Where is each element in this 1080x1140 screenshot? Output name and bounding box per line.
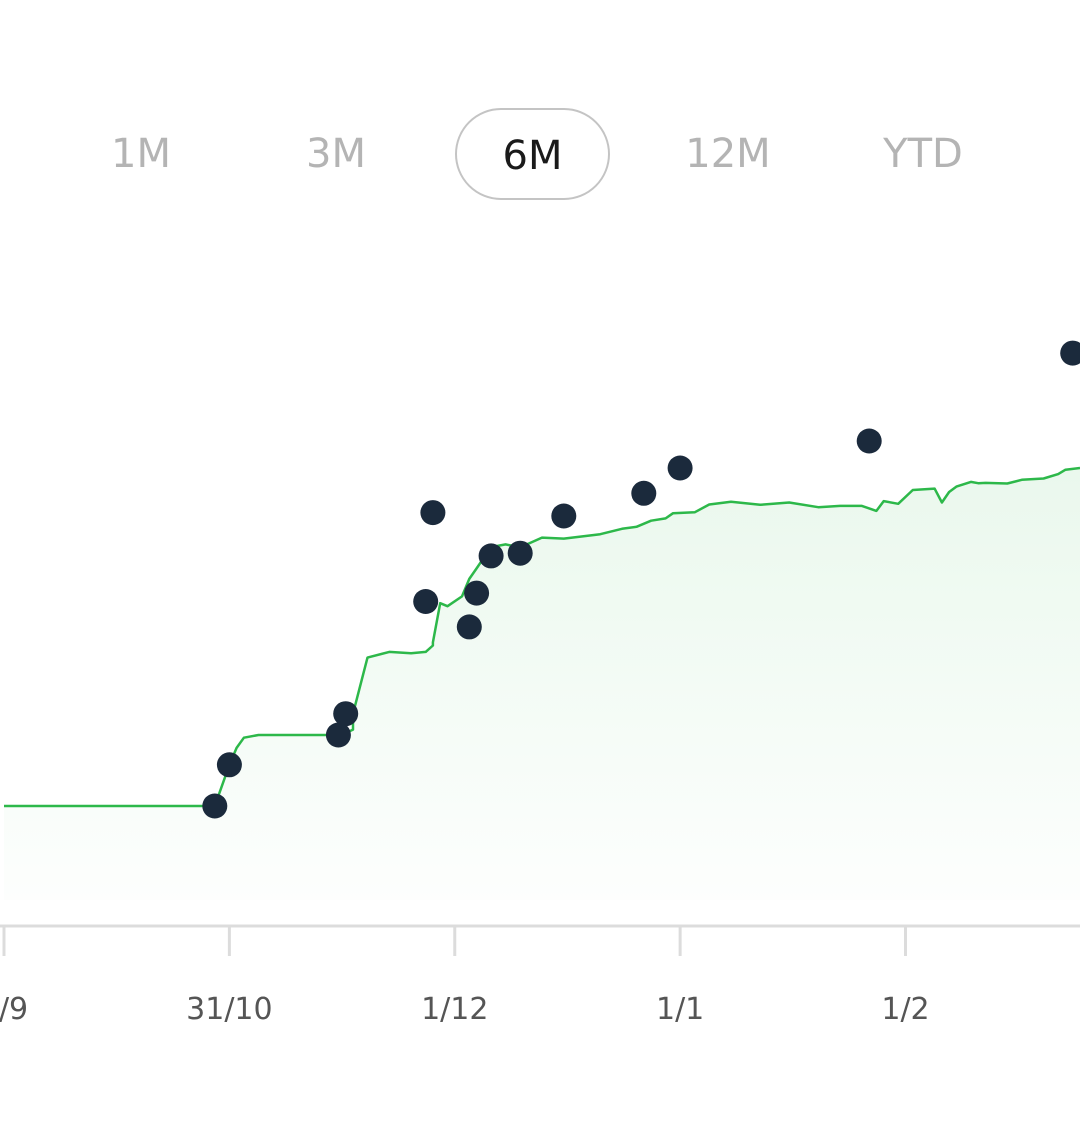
range-tab-6m[interactable]: 6M <box>455 108 610 200</box>
range-selector: 1M 3M 6M 12M YTD <box>0 108 1080 200</box>
marked-point[interactable] <box>333 701 359 727</box>
x-tick-label: 1/1 <box>656 992 704 1027</box>
marked-point[interactable] <box>216 752 242 778</box>
marked-point[interactable] <box>464 580 490 606</box>
marked-point[interactable] <box>667 455 693 481</box>
marked-point[interactable] <box>1060 340 1080 366</box>
range-tab-3m[interactable]: 3M <box>306 131 366 177</box>
marked-point[interactable] <box>413 589 439 614</box>
x-axis-ticks: 0/9 31/10 1/12 1/1 1/2 <box>0 926 930 1027</box>
x-tick-label: 31/10 <box>186 992 272 1027</box>
series-area <box>4 468 1080 900</box>
x-tick-label: 0/9 <box>0 992 28 1027</box>
marked-point[interactable] <box>420 500 446 526</box>
x-tick-label: 1/2 <box>881 992 929 1027</box>
marked-point[interactable] <box>551 503 577 529</box>
marked-point[interactable] <box>456 614 482 640</box>
range-tab-1m[interactable]: 1M <box>111 131 171 177</box>
marked-point[interactable] <box>202 793 228 819</box>
marked-point[interactable] <box>325 722 351 748</box>
x-tick-label: 1/12 <box>421 992 488 1027</box>
marked-point[interactable] <box>507 540 533 566</box>
marked-point[interactable] <box>631 480 657 506</box>
series-line <box>4 466 1080 808</box>
marked-point[interactable] <box>478 543 504 569</box>
marked-points <box>202 340 1080 819</box>
range-tab-ytd[interactable]: YTD <box>883 131 963 177</box>
marked-point[interactable] <box>856 428 882 454</box>
range-tab-12m[interactable]: 12M <box>685 131 771 177</box>
